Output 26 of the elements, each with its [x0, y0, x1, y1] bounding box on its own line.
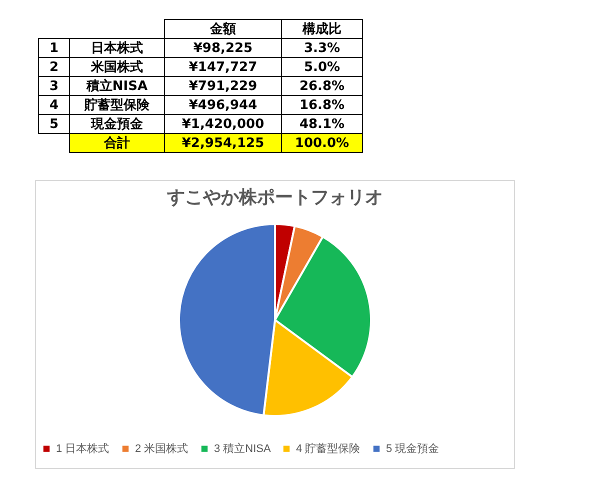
category-label: 4 貯蓄型保険 — [49, 98, 150, 113]
text: 5.0% — [282, 58, 362, 76]
legend-label: 4 貯蓄型保険 — [296, 442, 360, 455]
text: 48.1% — [282, 114, 362, 134]
category-label: 3 積立NISA — [49, 78, 148, 94]
text: ¥496,944 — [164, 96, 282, 114]
text: ¥98,225 — [164, 38, 282, 58]
text: 構成比 — [282, 20, 362, 38]
text: 16.8% — [282, 96, 362, 114]
text: 26.8% — [282, 76, 362, 96]
text: ¥147,727 — [164, 58, 282, 76]
text: 100.0% — [282, 134, 362, 152]
legend-label: 1 日本株式 — [56, 442, 110, 455]
category-label: 1 日本株式 — [49, 40, 143, 56]
category-label: 2 米国株式 — [49, 60, 143, 75]
text: 金額 — [164, 20, 282, 38]
text: 3.3% — [282, 38, 362, 58]
text: ¥2,954,125 — [164, 134, 282, 152]
category-label: 5 現金預金 — [49, 116, 143, 132]
text: ¥791,229 — [164, 76, 282, 96]
legend-label: 5 現金預金 — [386, 442, 440, 455]
text: 合計 — [70, 134, 164, 152]
chart-title: すこやか株ポートフォリオ — [166, 187, 383, 208]
legend-label: 3 積立NISA — [214, 442, 272, 455]
text: ¥1,420,000 — [164, 114, 282, 134]
legend-label: 2 米国株式 — [135, 442, 188, 455]
